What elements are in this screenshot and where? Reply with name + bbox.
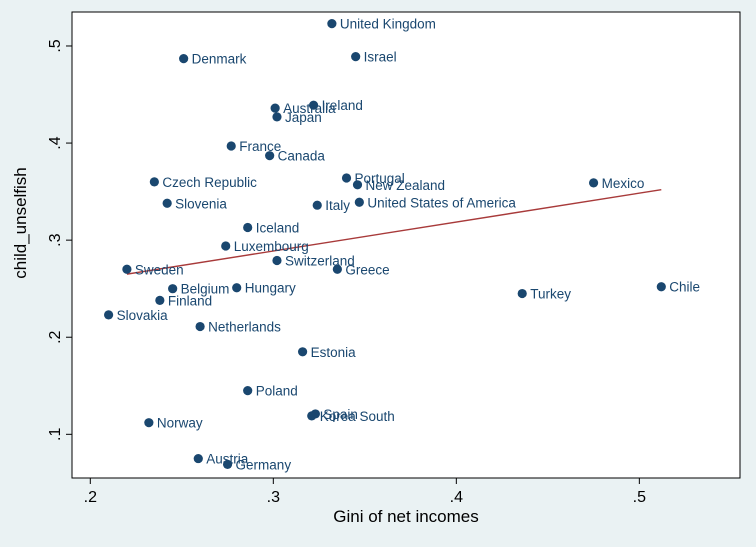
data-point [104, 310, 114, 320]
data-point [270, 103, 280, 113]
data-point-label: Czech Republic [162, 175, 257, 190]
data-point-label: Sweden [135, 262, 184, 277]
data-point [144, 418, 154, 428]
x-tick-label: .3 [267, 489, 280, 506]
data-point-label: Slovenia [175, 196, 227, 211]
data-point [179, 54, 189, 64]
data-point-label: Canada [278, 149, 326, 164]
data-point [232, 283, 242, 293]
data-point-label: Slovakia [117, 308, 169, 323]
data-point [265, 151, 275, 161]
data-point [168, 284, 178, 294]
data-point-label: Hungary [245, 281, 296, 296]
data-point [243, 222, 253, 233]
data-point-label: Chile [669, 280, 700, 295]
data-point-label: Italy [325, 198, 350, 213]
data-point [354, 197, 364, 207]
plot-area [71, 11, 741, 479]
data-point-label: Turkey [530, 287, 571, 302]
data-point [297, 347, 308, 357]
data-point [341, 173, 352, 183]
data-point [327, 19, 337, 29]
data-point-label: Japan [285, 110, 322, 125]
data-point [312, 200, 322, 210]
x-tick-label: .4 [450, 489, 463, 506]
y-tick-label: .1 [47, 428, 64, 441]
data-point-label: Switzerland [285, 254, 355, 269]
data-point [122, 264, 132, 274]
data-point-label: Netherlands [208, 320, 281, 335]
data-point-label: Austria [206, 452, 249, 467]
data-point-label: Germany [236, 457, 292, 472]
data-point-label: France [239, 139, 281, 154]
data-point [162, 198, 172, 208]
data-point [243, 386, 253, 396]
data-point-label: United States of America [367, 195, 516, 210]
data-point [149, 177, 159, 187]
y-tick-label: .5 [47, 39, 64, 52]
data-point [352, 180, 363, 190]
data-point [588, 178, 599, 188]
data-point [272, 255, 282, 266]
data-point [307, 411, 317, 421]
data-point-label: Denmark [192, 52, 247, 67]
data-point-label: Mexico [602, 176, 645, 191]
data-point-label: Israel [364, 50, 397, 65]
data-point-label: New Zealand [366, 178, 446, 193]
data-point-label: Australia [283, 101, 336, 116]
points-layer: United Kingdom Denmark Israel AustraliaIrel… [104, 17, 700, 472]
x-axis-title: Gini of net incomes [333, 507, 479, 526]
data-point-label: Belgium [181, 282, 230, 297]
data-point-label: Finland [168, 293, 212, 308]
y-tick-label: .3 [47, 233, 64, 246]
data-point [193, 453, 203, 464]
y-axis-title: child_unselfish [11, 167, 30, 279]
y-axis: .1 .2 .3 .4 .5 [47, 39, 72, 441]
data-point-label: Poland [256, 384, 298, 399]
data-point-label: Greece [345, 262, 389, 277]
data-point-label: Luxembourg [234, 239, 309, 254]
fit-line-layer [126, 188, 662, 275]
x-tick-label: .2 [84, 489, 97, 506]
data-point [222, 459, 233, 470]
data-point-label: Spain [323, 407, 358, 422]
data-point-label: Korea South [320, 409, 395, 424]
data-point [656, 282, 666, 292]
data-point-label: United Kingdom [340, 17, 436, 32]
data-point [221, 241, 231, 251]
data-point-label: Norway [157, 416, 203, 431]
data-point [272, 112, 282, 122]
data-point [155, 295, 165, 305]
data-point [517, 288, 527, 299]
data-point-label: Ireland [322, 98, 363, 113]
x-axis: .2 .3 .4 .5 [84, 478, 646, 506]
data-point-label: Iceland [256, 221, 300, 236]
data-point [332, 264, 342, 274]
y-tick-label: .4 [47, 136, 64, 149]
data-point [226, 141, 236, 151]
data-point [351, 52, 361, 62]
y-tick-label: .2 [47, 330, 64, 343]
data-point [308, 100, 319, 110]
data-point-label: Portugal [355, 171, 405, 186]
fit-line [126, 188, 662, 275]
x-tick-label: .5 [633, 489, 646, 506]
data-point [195, 321, 205, 332]
data-point-label: Estonia [311, 345, 357, 360]
